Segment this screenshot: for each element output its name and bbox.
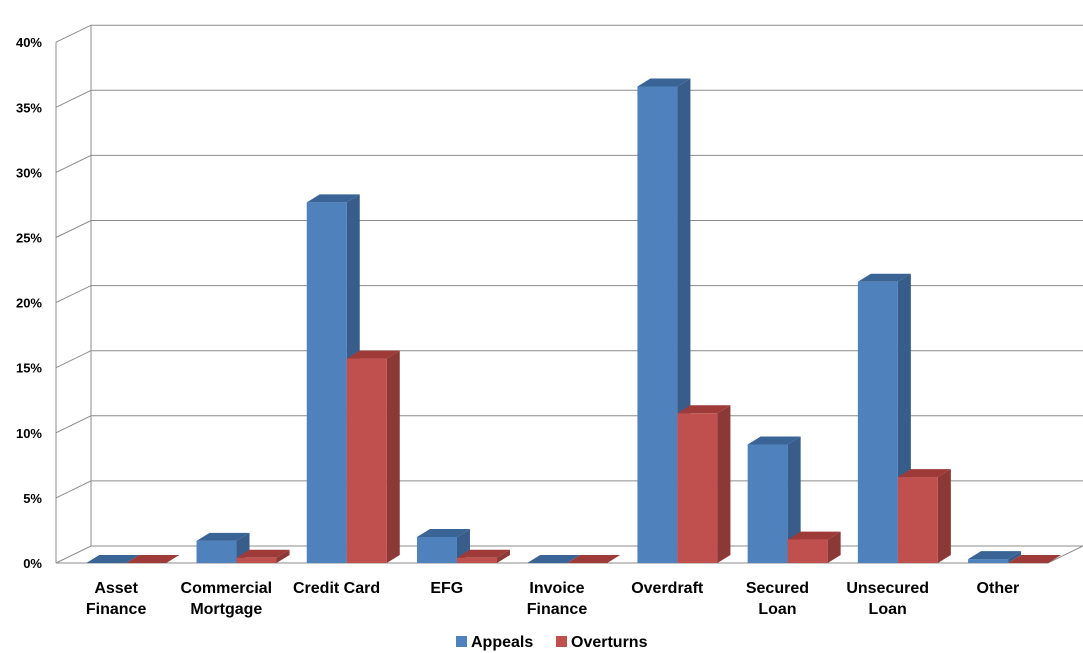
bar-overturns-commercial-mortgage (236, 549, 290, 563)
bar-top (416, 528, 470, 537)
bar-overturns-credit-card (346, 350, 400, 563)
bars (86, 78, 1062, 563)
gridline (55, 154, 1083, 173)
bar-side (827, 531, 841, 563)
y-tick-label: 40% (16, 35, 42, 50)
bar-top (346, 350, 400, 359)
bar-top (236, 549, 290, 558)
bar-top (787, 531, 841, 540)
bar-overturns-secured-loan (787, 531, 841, 563)
bar-front (677, 413, 718, 563)
gridline (55, 89, 1083, 108)
gridline (55, 220, 1083, 238)
x-tick-label: Overdraft (631, 580, 704, 597)
bar-appeals-asset-finance (86, 555, 140, 563)
x-tick-label: Secured Loan (746, 580, 809, 618)
y-tick-label: 0% (23, 556, 42, 571)
bar-top (196, 532, 250, 541)
legend-swatch-appeals (456, 636, 467, 647)
bar-top (527, 555, 581, 563)
x-tick-label: EFG (430, 580, 463, 597)
legend-swatch-overturns (556, 636, 567, 647)
bar-side (276, 549, 290, 563)
bar-front (747, 444, 788, 563)
legend: Appeals Overturns (456, 634, 648, 651)
bar-overturns-invoice-finance (567, 555, 621, 563)
bar-top (677, 405, 731, 414)
y-tick-label: 20% (16, 296, 42, 311)
x-axis: Asset Finance Commercial Mortgage Credit Car… (86, 580, 1019, 618)
bar-top (456, 549, 510, 558)
bar-side (386, 350, 400, 563)
x-tick-label: Asset Finance (86, 580, 147, 618)
y-tick-label: 25% (16, 231, 42, 246)
x-tick-label: Invoice Finance (527, 580, 588, 618)
bar-appeals-invoice-finance (527, 555, 581, 563)
legend-label-overturns: Overturns (571, 634, 648, 651)
bar-overturns-efg (456, 549, 510, 563)
bar-top (1008, 555, 1062, 563)
bar-side (1008, 551, 1022, 563)
y-axis: 0% 5% 10% 15% 20% 25% 30% 35% 40% (16, 35, 42, 571)
gridline (55, 24, 1083, 43)
y-tick-label: 10% (16, 426, 42, 441)
bar-top (968, 551, 1022, 560)
x-tick-label: Other (977, 580, 1020, 597)
x-tick-label: Unsecured Loan (846, 580, 929, 618)
bar-overturns-asset-finance (126, 555, 180, 563)
gridline (55, 285, 1083, 304)
bar-front (306, 202, 347, 563)
y-tick-label: 30% (16, 165, 42, 180)
y-tick-label: 15% (16, 361, 42, 376)
bar-top (897, 469, 951, 478)
bar-front (787, 539, 828, 563)
bar-appeals-other (968, 551, 1022, 563)
bar-front (236, 557, 277, 563)
bar-front (196, 540, 237, 563)
bar-front (637, 86, 678, 563)
bar-overturns-other (1008, 555, 1062, 563)
bar-appeals-secured-loan (747, 436, 801, 563)
bar-overturns-overdraft (677, 405, 731, 563)
bar-appeals-unsecured-loan (857, 273, 911, 563)
gridline (55, 350, 1083, 369)
gridline (55, 415, 1083, 434)
bar-side (937, 469, 951, 563)
bar-front (897, 477, 938, 563)
bar-front (456, 557, 497, 563)
bar-front (416, 536, 457, 563)
legend-label-appeals: Appeals (471, 634, 533, 651)
bar-side (496, 549, 510, 563)
x-tick-label: Credit Card (293, 580, 380, 597)
bar-top (637, 78, 691, 87)
bar-side (717, 405, 731, 563)
bar-top (86, 555, 140, 563)
bar-front (346, 358, 387, 563)
bar-top (857, 273, 911, 282)
bar-appeals-overdraft (637, 78, 691, 563)
y-tick-label: 35% (16, 100, 42, 115)
x-tick-label: Commercial Mortgage (181, 580, 273, 618)
bar-top (306, 194, 360, 203)
gridlines (55, 24, 1083, 499)
bar-front (968, 559, 1009, 563)
bar-top (747, 436, 801, 445)
bar-front (857, 281, 898, 563)
bar-overturns-unsecured-loan (897, 469, 951, 563)
bar-side (787, 436, 801, 563)
y-tick-label: 5% (23, 491, 42, 506)
bar-top (567, 555, 621, 563)
bar-top (126, 555, 180, 563)
